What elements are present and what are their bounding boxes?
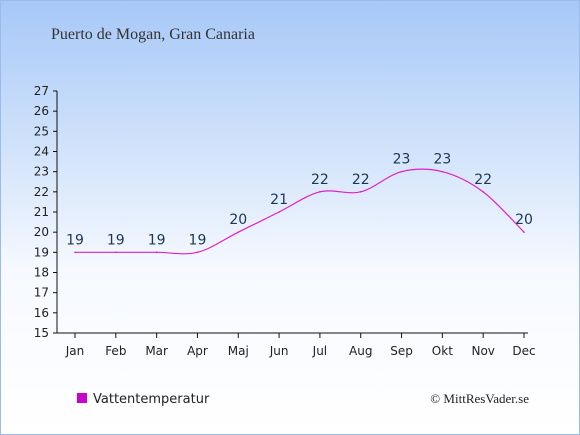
y-tick-label: 16 <box>34 306 49 320</box>
x-tick-label: Jun <box>269 344 289 358</box>
data-point <box>441 170 444 173</box>
data-label: 23 <box>433 152 451 168</box>
y-tick-label: 19 <box>34 245 49 259</box>
legend-label: Vattentemperatur <box>93 392 210 407</box>
data-point <box>523 231 525 233</box>
x-tick-label: Feb <box>105 344 126 358</box>
y-tick-label: 17 <box>34 286 49 300</box>
x-tick-label: Jan <box>65 344 85 358</box>
data-point <box>196 251 199 254</box>
data-point <box>237 231 240 233</box>
data-label: 19 <box>148 232 166 248</box>
data-point <box>155 251 158 254</box>
series-line-vattentemperatur <box>75 168 525 255</box>
data-label: 19 <box>189 232 207 248</box>
data-label: 19 <box>66 232 84 248</box>
data-point <box>482 191 484 193</box>
data-label: 20 <box>229 212 247 228</box>
x-tick-label: Jul <box>312 344 327 358</box>
x-tick-label: Dec <box>512 344 535 358</box>
data-label: 22 <box>352 172 370 188</box>
legend-swatch <box>77 393 87 403</box>
data-label: 21 <box>270 192 288 208</box>
legend: Vattentemperatur <box>77 392 210 407</box>
y-tick-label: 22 <box>34 185 49 199</box>
data-label: 22 <box>474 172 492 188</box>
data-point <box>319 191 321 193</box>
data-point <box>115 251 117 254</box>
y-tick-label: 21 <box>34 205 49 219</box>
data-label-layer: 19 19 19 19 20 21 22 22 23 23 22 20 <box>66 152 533 249</box>
data-label: 22 <box>311 172 329 188</box>
y-tick-label: 23 <box>34 165 49 179</box>
x-tick-label: Aug <box>349 344 372 358</box>
x-axis: Jan Feb Mar Apr Maj Jun Jul Aug Sep Okt Nov Dec <box>57 332 536 358</box>
x-tick-label: Apr <box>187 344 208 358</box>
x-tick-label: Sep <box>390 344 413 358</box>
data-label: 19 <box>107 232 125 248</box>
data-point <box>359 191 362 193</box>
x-tick-label: Maj <box>228 344 249 358</box>
data-point <box>278 211 280 213</box>
data-label: 20 <box>515 212 533 228</box>
x-tick-label: Mar <box>145 344 168 358</box>
data-point <box>74 251 76 254</box>
y-tick-label: 15 <box>34 326 49 340</box>
series-layer <box>74 168 525 255</box>
y-axis: 15 16 17 18 19 20 21 22 23 24 25 26 27 <box>34 84 58 340</box>
y-tick-label: 24 <box>34 145 49 159</box>
y-tick-label: 18 <box>34 266 49 280</box>
x-tick-label: Okt <box>432 344 453 358</box>
y-tick-label: 20 <box>34 225 49 239</box>
data-point <box>400 170 403 173</box>
y-tick-label: 27 <box>34 84 49 98</box>
y-tick-label: 26 <box>34 104 49 118</box>
x-tick-label: Nov <box>471 344 494 358</box>
chart-title: Puerto de Mogan, Gran Canaria <box>51 26 255 43</box>
y-tick-label: 25 <box>34 124 49 138</box>
data-label: 23 <box>393 152 411 168</box>
credit-text: © MittResVader.se <box>430 391 529 406</box>
